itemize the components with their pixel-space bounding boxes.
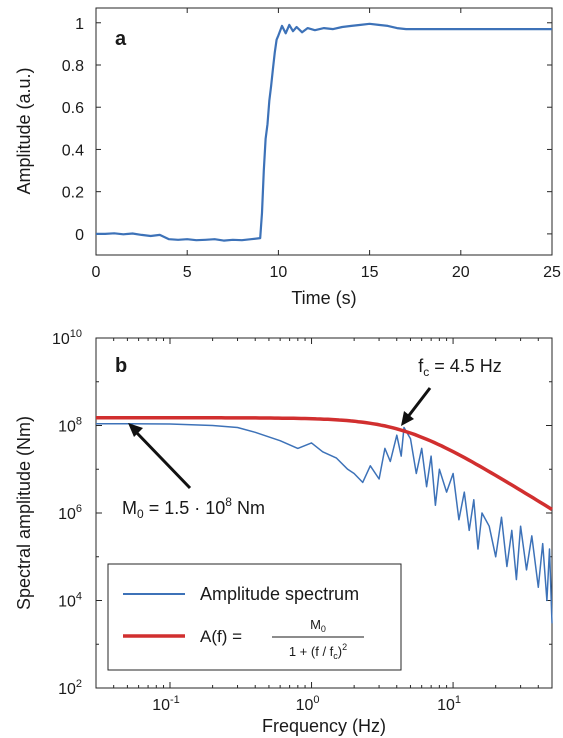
panel-b-x-tick-label: 10-1: [152, 694, 180, 714]
panel-b-y-tick-label: 106: [58, 503, 82, 523]
panel-a-y-tick-label: 0.2: [62, 185, 84, 202]
legend-model-denominator-paren: ): [338, 644, 342, 659]
panel-a-y-tick-label: 0.4: [62, 142, 84, 159]
annotation-m0-value: = 1.5 · 10: [144, 498, 226, 518]
panel-b-y-tick-label: 108: [58, 416, 82, 436]
panel-b-y-tick-label: 104: [58, 591, 82, 611]
panel-a-x-ticks: 0 5 10 15 20 25: [92, 8, 561, 281]
annotation-fc-symbol: f: [418, 356, 424, 376]
annotation-fc-arrow: [405, 387, 432, 419]
legend-model-numerator-sub: 0: [321, 624, 326, 634]
legend-box: [107, 563, 402, 671]
legend-label-spectrum: Amplitude spectrum: [200, 584, 359, 604]
svg-text:M0: M0: [310, 617, 326, 634]
panel-a-y-tick-label: 0.8: [62, 58, 84, 75]
panel-a-plot-frame: [95, 7, 553, 256]
panel-b-y-tick-label: 102: [58, 678, 82, 698]
panel-a-x-tick-label: 0: [92, 264, 101, 281]
legend-model-numerator: M: [310, 617, 321, 632]
panel-a-y-tick-label: 1: [75, 16, 84, 33]
panel-a: a 0 5 10 15 20 25 0 0.2 0.4 0.6 0.8 1 Time (s) Amp…: [14, 7, 561, 308]
panel-a-y-tick-label: 0: [75, 227, 84, 244]
annotation-m0-arrowhead: [128, 423, 143, 437]
annotation-fc-arrowhead: [401, 411, 414, 426]
panel-b-model-curve: [96, 416, 553, 511]
panel-b-y-ticks: 102 104 106 108 1010: [52, 328, 552, 698]
legend: Amplitude spectrum A(f) = M0 1 + (f / fc…: [107, 563, 402, 671]
annotation-m0-arrow: [134, 430, 192, 490]
panel-b-x-ticks: 10-1 100 101: [95, 338, 553, 714]
svg-text:M0 = 1.5 · 108 Nm: M0 = 1.5 · 108 Nm: [122, 495, 265, 521]
panel-a-y-axis-label: Amplitude (a.u.): [14, 67, 34, 194]
svg-text:1 + (f / fc)2: 1 + (f / fc)2: [289, 642, 347, 661]
panel-a-amplitude-line: [96, 22, 552, 242]
legend-model-lhs: A(f) =: [200, 627, 242, 646]
legend-model-denominator-exp: 2: [342, 642, 347, 652]
panel-a-x-tick-label: 20: [452, 264, 470, 281]
annotation-fc: fc = 4.5 Hz: [401, 356, 502, 426]
panel-a-y-ticks: 0 0.2 0.4 0.6 0.8 1: [62, 16, 552, 244]
annotation-fc-value: = 4.5 Hz: [429, 356, 502, 376]
panel-a-x-tick-label: 15: [361, 264, 379, 281]
legend-model-denominator: 1 + (f / f: [289, 644, 334, 659]
svg-text:fc = 4.5 Hz: fc = 4.5 Hz: [418, 356, 502, 379]
panel-a-x-tick-label: 10: [270, 264, 288, 281]
panel-b-x-tick-label: 101: [437, 694, 461, 714]
annotation-m0-exponent: 8: [225, 495, 232, 509]
annotation-m0-subscript: 0: [137, 507, 144, 521]
panel-b-y-axis-label: Spectral amplitude (Nm): [14, 416, 34, 610]
annotation-fc-subscript: c: [423, 365, 429, 379]
panel-b-x-tick-label: 100: [296, 694, 320, 714]
annotation-m0-unit: Nm: [232, 498, 265, 518]
annotation-m0: M0 = 1.5 · 108 Nm: [122, 423, 265, 521]
panel-b-x-axis-label: Frequency (Hz): [262, 716, 386, 736]
legend-model-denominator-sub: c: [333, 651, 338, 661]
panel-a-x-axis-label: Time (s): [291, 288, 356, 308]
panel-a-x-tick-label: 25: [543, 264, 561, 281]
panel-a-x-tick-label: 5: [183, 264, 192, 281]
panel-a-y-tick-label: 0.6: [62, 100, 84, 117]
panel-b-label: b: [115, 355, 127, 377]
panel-b-y-tick-label: 1010: [52, 328, 82, 348]
panel-a-label: a: [115, 28, 127, 50]
panel-b-spectrum-line: [96, 422, 553, 624]
annotation-m0-symbol: M: [122, 498, 137, 518]
